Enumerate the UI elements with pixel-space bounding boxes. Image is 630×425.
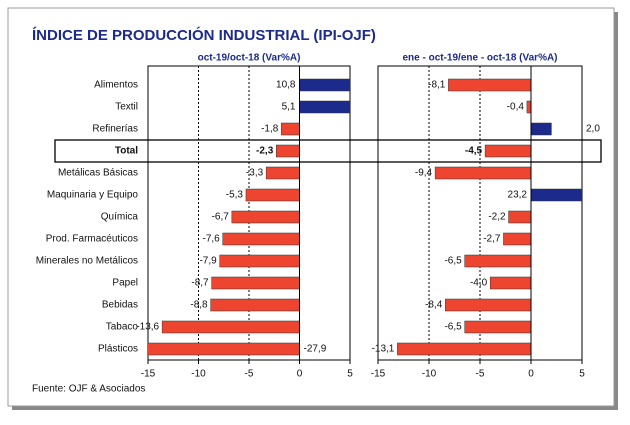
category-label: Tabaco <box>106 322 139 333</box>
bar <box>265 166 300 180</box>
category-label: Prod. Farmacéuticos <box>46 234 138 245</box>
value-label: -7,9 <box>199 256 217 267</box>
bar <box>222 232 300 246</box>
bar <box>281 122 300 136</box>
x-tick-label: -10 <box>422 369 437 380</box>
value-label: 2,0 <box>586 124 600 135</box>
category-label: Total <box>115 146 138 157</box>
panel-subtitle: ene - oct-19/ene - oct-18 (Var%A) <box>402 53 557 64</box>
x-tick-label: -5 <box>476 369 485 380</box>
value-label: 10,8 <box>276 80 296 91</box>
source: Fuente: OJF & Asociados <box>32 384 145 395</box>
x-tick-label: -5 <box>245 369 254 380</box>
bar <box>484 144 532 158</box>
category-label: Minerales no Metálicos <box>36 256 138 267</box>
value-label: -6,5 <box>444 256 462 267</box>
x-tick-label: -15 <box>141 369 156 380</box>
bar <box>445 298 532 312</box>
bar <box>219 254 300 268</box>
value-label: -6,5 <box>444 322 462 333</box>
value-label: 5,1 <box>282 102 296 113</box>
x-tick-label: 0 <box>528 369 534 380</box>
value-label: -7,6 <box>203 234 221 245</box>
category-label: Alimentos <box>94 80 138 91</box>
bar <box>526 100 532 114</box>
bar <box>448 78 532 92</box>
bars <box>397 78 582 356</box>
bar <box>508 210 532 224</box>
bar <box>161 320 300 334</box>
x-tick-label: 0 <box>297 369 303 380</box>
value-label: -0,4 <box>507 102 525 113</box>
value-label: -3,3 <box>246 168 264 179</box>
category-label: Maquinaria y Equipo <box>47 190 139 201</box>
bar <box>464 320 532 334</box>
value-label: -9,4 <box>415 168 433 179</box>
value-label: -2,7 <box>483 234 501 245</box>
x-tick-label: -15 <box>371 369 386 380</box>
category-label: Papel <box>112 278 138 289</box>
bar <box>434 166 532 180</box>
value-label: -8,8 <box>190 300 208 311</box>
value-label: -8,7 <box>191 278 209 289</box>
bar <box>231 210 300 224</box>
x-tick-label: 5 <box>347 369 353 380</box>
category-label: Refinerías <box>92 124 138 135</box>
frame <box>7 7 615 407</box>
category-label: Textil <box>115 102 138 113</box>
value-label: -8,4 <box>425 300 443 311</box>
bar <box>210 298 300 312</box>
chart-title: ÍNDICE DE PRODUCCIÓN INDUSTRIAL (IPI-OJF… <box>32 26 376 44</box>
bar <box>397 342 532 356</box>
bar <box>489 276 532 290</box>
plot-frame <box>377 65 583 361</box>
bar <box>464 254 532 268</box>
category-label: Metálicas Básicas <box>58 168 138 179</box>
value-label: -2,3 <box>256 146 274 157</box>
value-label: -5,3 <box>226 190 244 201</box>
value-label: -4,0 <box>470 278 488 289</box>
panel-subtitle: oct-19/oct-18 (Var%A) <box>198 53 301 64</box>
x-tick-label: 5 <box>579 369 585 380</box>
x-tick-label: -10 <box>191 369 206 380</box>
value-label: -8,1 <box>428 80 446 91</box>
value-label: -13,6 <box>136 322 159 333</box>
bar <box>245 188 300 202</box>
value-label: -4,5 <box>465 146 483 157</box>
plot-frame <box>147 65 351 361</box>
bar <box>530 122 552 136</box>
bar <box>299 100 350 114</box>
bars <box>148 78 350 356</box>
bar <box>503 232 532 246</box>
value-label: -13,1 <box>372 344 395 355</box>
value-label: -2,2 <box>488 212 506 223</box>
value-label: 23,2 <box>508 190 528 201</box>
highlight-box <box>54 139 602 163</box>
value-label: -27,9 <box>304 344 327 355</box>
category-label: Plásticos <box>98 344 138 355</box>
value-label: -6,7 <box>212 212 230 223</box>
bar <box>211 276 300 290</box>
category-label: Química <box>101 212 139 223</box>
category-label: Bebidas <box>102 300 138 311</box>
bar <box>276 144 300 158</box>
value-label: -1,8 <box>261 124 279 135</box>
